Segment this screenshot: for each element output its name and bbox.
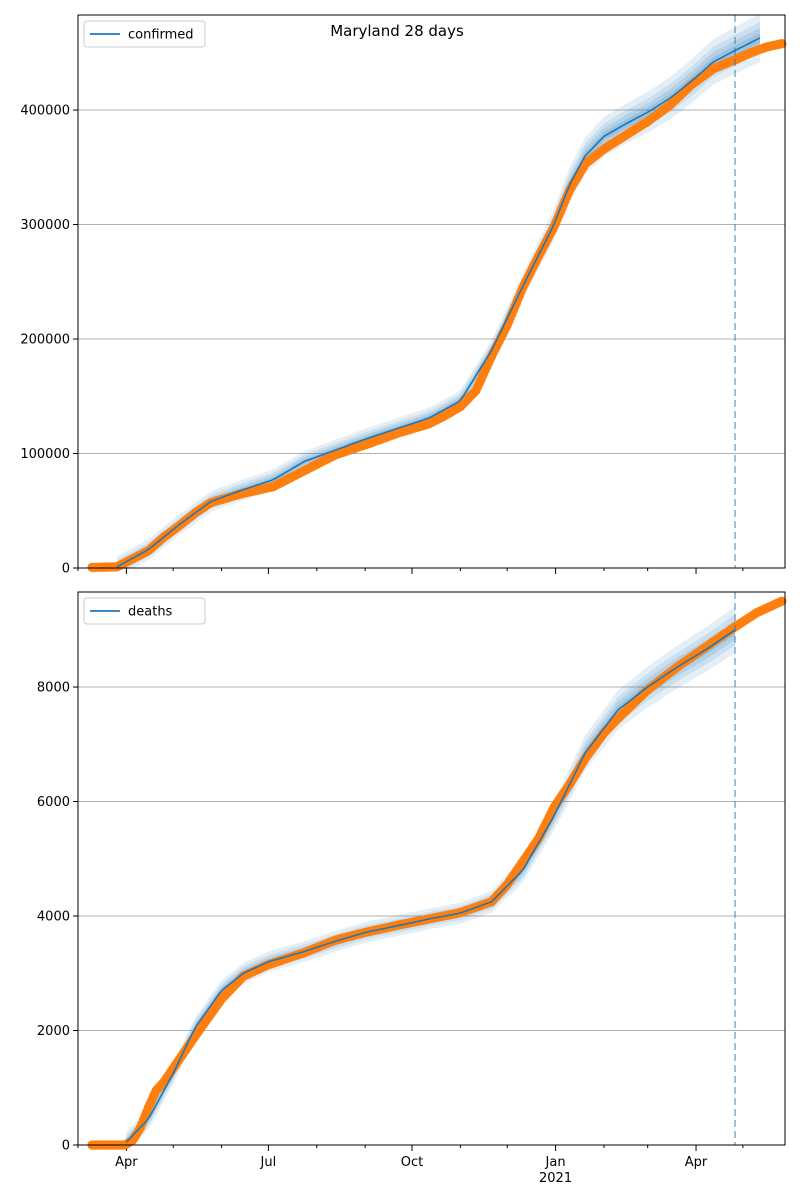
x-tick-label: Apr (685, 1155, 708, 1170)
y-tick-label: 8000 (37, 681, 70, 696)
y-tick-label: 6000 (37, 795, 70, 810)
y-tick-label: 0 (62, 562, 70, 577)
legend-label: deaths (128, 605, 173, 620)
uncertainty-band (126, 619, 736, 1145)
legend-box (83, 597, 206, 625)
legend-box (83, 20, 206, 48)
observed-point (777, 596, 787, 606)
y-tick-label: 4000 (37, 910, 70, 925)
observed-point (777, 39, 787, 49)
deaths-line (125, 629, 736, 1143)
y-tick-label: 100000 (20, 447, 70, 462)
x-tick-label: Jul (260, 1155, 277, 1170)
x-tick-label: Oct (401, 1155, 423, 1170)
legend-label: confirmed (128, 28, 194, 43)
confirmed-panel: 0 100000 200000 300000 400000 confirmed (20, 14, 787, 577)
x-tick-label: Jan (545, 1155, 566, 1170)
x-year-label: 2021 (539, 1171, 572, 1186)
y-tick-label: 0 (62, 1139, 70, 1154)
x-tick-label: Apr (115, 1155, 138, 1170)
confirmed-line (116, 37, 761, 568)
uncertainty-band (126, 606, 736, 1145)
y-tick-label: 400000 (20, 104, 70, 119)
y-tick-label: 200000 (20, 333, 70, 348)
axes-frame (77, 14, 786, 569)
axes-frame (77, 591, 786, 1146)
legend: confirmed (83, 20, 206, 48)
chart-title: Maryland 28 days (330, 22, 464, 40)
legend: deaths (83, 597, 206, 625)
y-tick-label: 300000 (20, 218, 70, 233)
deaths-panel: 0 2000 4000 6000 8000 Apr Jul Oct Jan Apr 2021 deat… (37, 591, 787, 1186)
uncertainty-band (126, 614, 736, 1145)
y-tick-label: 2000 (37, 1024, 70, 1039)
